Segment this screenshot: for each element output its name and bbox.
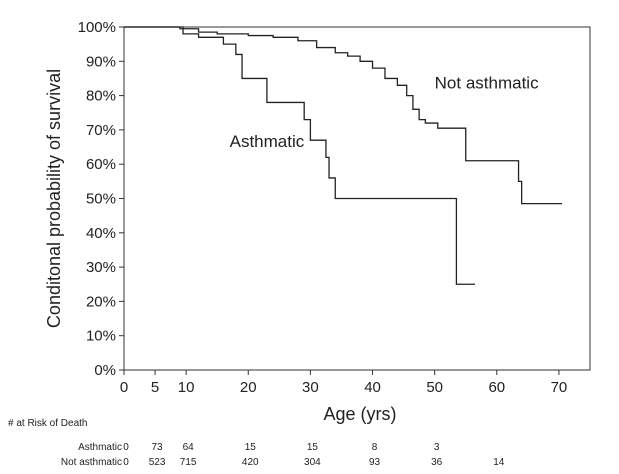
x-tick-label-60: 60 [488,379,505,396]
y-axis: 0% 10% 20% 30% 40% 50% 60% 70% 80% 90% 100% [78,19,124,379]
plot-frame [123,26,591,371]
series-layer [124,26,563,285]
x-tick-label-20: 20 [240,379,257,396]
risk-values: 0 73 64 15 15 8 3 0 523 715 420 304 93 36 14 [123,442,505,468]
y-tick-label-30: 30% [86,259,116,276]
risk-value: 15 [307,442,319,453]
not-asthmatic-label: Not asthmatic [435,74,539,93]
x-tick-label-0: 0 [120,379,128,396]
y-tick-label-0: 0% [94,362,116,379]
risk-value: 523 [149,457,166,468]
risk-value: 36 [431,457,443,468]
risk-value: 715 [180,457,197,468]
y-tick-label-80: 80% [86,88,116,105]
x-axis: 0 5 10 20 30 40 50 60 70 [120,370,567,396]
risk-value: 14 [493,457,505,468]
x-axis-title: Age (yrs) [323,404,396,424]
risk-value: 304 [304,457,321,468]
series-line-asthmatic [124,26,476,285]
y-tick-label-90: 90% [86,53,116,70]
y-tick-label-10: 10% [86,328,116,345]
risk-value: 64 [183,442,195,453]
risk-value: 93 [369,457,381,468]
risk-row-label-asthmatic: Asthmatic [78,442,122,453]
x-tick-label-10: 10 [178,379,195,396]
y-tick-label-70: 70% [86,122,116,139]
y-tick-label-50: 50% [86,191,116,208]
x-tick-label-5: 5 [151,379,159,396]
y-tick-label-100: 100% [78,19,116,36]
risk-value: 0 [123,457,129,468]
x-tick-label-50: 50 [426,379,443,396]
y-axis-title: Conditonal probability of survival [44,69,64,328]
x-tick-label-70: 70 [551,379,568,396]
y-tick-label-40: 40% [86,225,116,242]
risk-value: 3 [434,442,440,453]
risk-table: # at Risk of Death Asthmatic Not asthmat… [8,418,505,468]
risk-value: 0 [123,442,129,453]
risk-value: 73 [152,442,164,453]
risk-table-title: # at Risk of Death [8,418,87,429]
risk-value: 8 [372,442,378,453]
x-tick-label-30: 30 [302,379,319,396]
asthmatic-label: Asthmatic [230,132,305,151]
y-tick-label-20: 20% [86,293,116,310]
series-line-not-asthmatic [124,26,563,205]
x-tick-label-40: 40 [364,379,381,396]
risk-value: 15 [245,442,257,453]
y-tick-label-60: 60% [86,156,116,173]
risk-row-label-not-asthmatic: Not asthmatic [61,457,122,468]
risk-value: 420 [242,457,259,468]
